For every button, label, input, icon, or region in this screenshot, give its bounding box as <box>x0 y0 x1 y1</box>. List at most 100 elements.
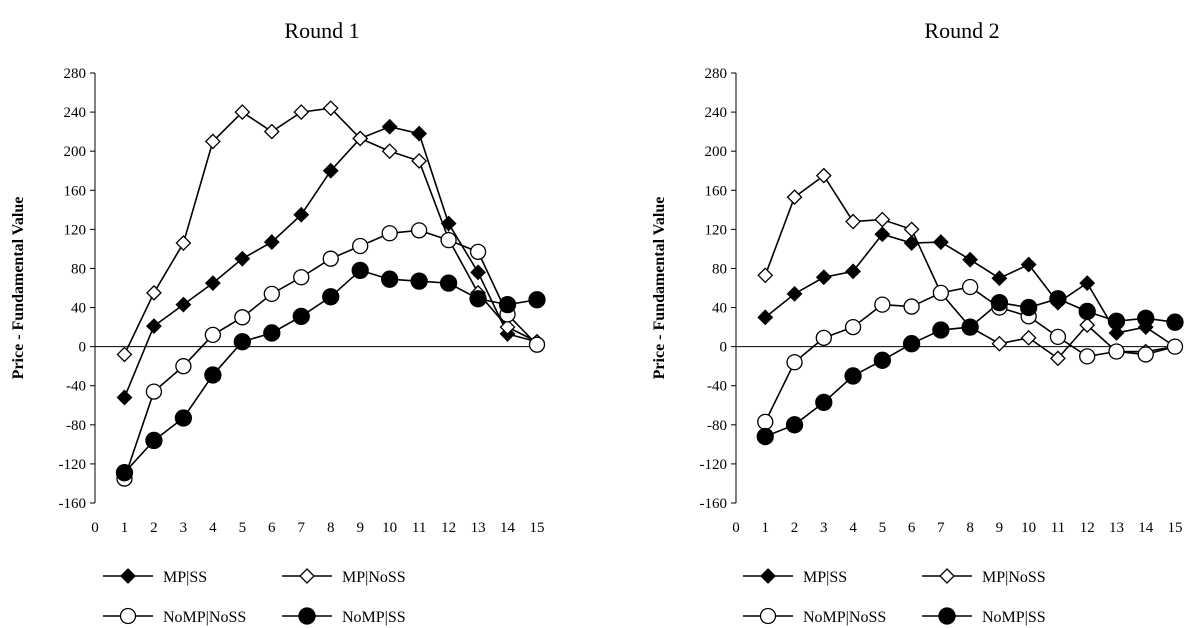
legend-label: NoMP|NoSS <box>163 609 246 626</box>
data-point <box>440 215 457 232</box>
data-point <box>322 288 340 306</box>
x-tick-label: 13 <box>1109 520 1124 536</box>
x-tick-label: 11 <box>412 520 426 536</box>
data-point <box>293 269 310 286</box>
data-point <box>439 274 458 292</box>
legend-marker <box>938 607 956 625</box>
legend-marker <box>120 568 136 584</box>
data-point <box>1049 328 1067 346</box>
x-tick-label: 1 <box>121 520 129 536</box>
data-point <box>786 285 803 302</box>
data-point <box>410 272 428 290</box>
data-point <box>786 354 803 371</box>
data-point <box>757 309 774 326</box>
y-tick-label: -40 <box>66 379 86 395</box>
x-tick-label: 7 <box>937 520 945 536</box>
y-tick-label: -160 <box>59 496 87 512</box>
y-tick-label: 120 <box>705 222 728 238</box>
data-point <box>1079 348 1096 365</box>
chart-title: Round 2 <box>924 18 999 43</box>
data-point <box>204 133 221 150</box>
x-tick-label: 5 <box>239 520 247 536</box>
x-tick-label: 3 <box>180 520 188 536</box>
data-point <box>757 267 774 284</box>
data-point <box>1137 309 1155 327</box>
data-point <box>815 269 832 286</box>
data-point <box>263 324 281 342</box>
y-tick-label: 0 <box>79 340 87 356</box>
y-tick-label: 240 <box>64 105 87 121</box>
data-point <box>962 251 979 268</box>
x-tick-label: 10 <box>1021 520 1036 536</box>
data-point <box>903 221 920 238</box>
legend-label: MP|NoSS <box>342 569 406 586</box>
chart-title: Round 1 <box>284 18 359 43</box>
data-point <box>145 431 163 450</box>
y-tick-label: 280 <box>64 66 87 82</box>
data-point <box>1107 312 1126 330</box>
data-point <box>410 222 428 239</box>
legend-marker <box>760 568 776 584</box>
data-point <box>874 211 891 228</box>
x-tick-label: 9 <box>996 520 1004 536</box>
data-point <box>411 125 428 142</box>
x-tick-label: 8 <box>966 520 974 536</box>
data-point <box>470 264 486 281</box>
data-point <box>145 383 163 400</box>
x-tick-label: 14 <box>1138 520 1154 536</box>
data-point <box>1078 302 1096 321</box>
data-point <box>233 333 251 351</box>
data-point <box>175 358 192 375</box>
legend-marker <box>119 607 137 625</box>
data-point <box>263 234 280 250</box>
data-point <box>990 294 1009 312</box>
data-point <box>204 326 222 344</box>
y-tick-label: 0 <box>720 340 728 356</box>
data-point <box>352 130 369 147</box>
data-point <box>263 285 280 303</box>
data-point <box>116 346 133 363</box>
data-point <box>1079 317 1096 334</box>
y-tick-label: 160 <box>705 183 728 199</box>
x-tick-label: 12 <box>1080 520 1095 536</box>
data-point <box>351 261 369 280</box>
x-tick-label: 12 <box>441 520 456 536</box>
x-tick-label: 15 <box>530 520 545 536</box>
data-point <box>1050 350 1066 367</box>
y-tick-label: -80 <box>707 418 727 434</box>
data-point <box>234 309 251 326</box>
x-tick-label: 5 <box>879 520 887 536</box>
data-point <box>756 427 774 446</box>
data-point <box>381 143 398 160</box>
data-point <box>174 409 193 427</box>
data-point <box>115 464 134 482</box>
data-point <box>903 235 920 251</box>
y-tick-label: 160 <box>64 183 87 199</box>
x-tick-label: 11 <box>1051 520 1065 536</box>
data-point <box>873 351 891 369</box>
data-point <box>234 104 251 121</box>
x-tick-label: 0 <box>91 520 99 536</box>
x-tick-label: 15 <box>1168 520 1183 536</box>
legend-label: NoMP|SS <box>982 609 1046 626</box>
data-point <box>815 329 832 346</box>
legend-marker <box>299 568 315 584</box>
data-point <box>263 123 280 140</box>
x-tick-label: 3 <box>820 520 828 536</box>
x-tick-label: 9 <box>356 520 364 536</box>
y-tick-label: 200 <box>64 144 87 160</box>
data-point <box>1020 256 1037 273</box>
data-point <box>322 162 339 179</box>
data-point <box>1108 325 1125 341</box>
x-tick-label: 6 <box>268 520 276 536</box>
data-point <box>1020 298 1038 317</box>
x-tick-label: 2 <box>791 520 799 536</box>
data-point <box>932 234 949 250</box>
data-point <box>322 250 339 267</box>
data-point <box>815 393 833 411</box>
data-point <box>1137 346 1154 363</box>
data-point <box>175 235 192 251</box>
data-point <box>322 100 339 117</box>
